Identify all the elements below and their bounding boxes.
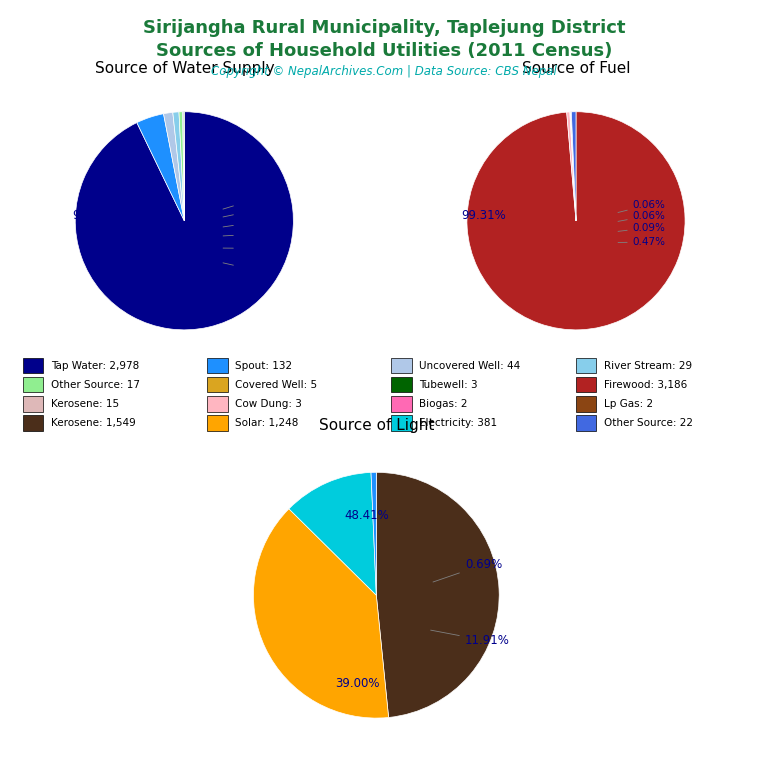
- Wedge shape: [571, 112, 576, 221]
- Text: Electricity: 381: Electricity: 381: [419, 418, 498, 429]
- Text: Copyright © NepalArchives.Com | Data Source: CBS Nepal: Copyright © NepalArchives.Com | Data Sou…: [211, 65, 557, 78]
- FancyBboxPatch shape: [23, 396, 43, 412]
- FancyBboxPatch shape: [207, 377, 227, 392]
- Text: 1.37%: 1.37%: [223, 243, 272, 253]
- FancyBboxPatch shape: [576, 377, 596, 392]
- Text: 0.06%: 0.06%: [618, 200, 666, 213]
- FancyBboxPatch shape: [207, 396, 227, 412]
- FancyBboxPatch shape: [576, 396, 596, 412]
- Text: 0.90%: 0.90%: [223, 229, 272, 239]
- Text: Other Source: 17: Other Source: 17: [51, 379, 140, 390]
- FancyBboxPatch shape: [23, 415, 43, 431]
- Text: 4.11%: 4.11%: [223, 263, 272, 275]
- Text: 92.83%: 92.83%: [73, 209, 118, 222]
- Text: 0.09%: 0.09%: [618, 223, 666, 233]
- Text: Lp Gas: 2: Lp Gas: 2: [604, 399, 653, 409]
- Text: 0.47%: 0.47%: [618, 237, 666, 247]
- FancyBboxPatch shape: [392, 377, 412, 392]
- Text: Tubewell: 3: Tubewell: 3: [419, 379, 478, 390]
- Text: Uncovered Well: 44: Uncovered Well: 44: [419, 360, 521, 371]
- Text: 39.00%: 39.00%: [336, 677, 380, 690]
- FancyBboxPatch shape: [392, 415, 412, 431]
- Title: Source of Fuel: Source of Fuel: [521, 61, 631, 76]
- Wedge shape: [164, 112, 184, 221]
- FancyBboxPatch shape: [207, 415, 227, 431]
- Text: Kerosene: 15: Kerosene: 15: [51, 399, 119, 409]
- Wedge shape: [137, 114, 184, 221]
- Wedge shape: [253, 509, 389, 718]
- Text: Cow Dung: 3: Cow Dung: 3: [235, 399, 302, 409]
- Text: 48.41%: 48.41%: [344, 509, 389, 521]
- Wedge shape: [173, 112, 184, 221]
- Text: Biogas: 2: Biogas: 2: [419, 399, 468, 409]
- Wedge shape: [467, 111, 685, 329]
- FancyBboxPatch shape: [23, 377, 43, 392]
- Text: Kerosene: 1,549: Kerosene: 1,549: [51, 418, 135, 429]
- Text: 99.31%: 99.31%: [461, 209, 505, 222]
- Wedge shape: [179, 112, 184, 221]
- Text: 0.16%: 0.16%: [223, 205, 272, 217]
- Wedge shape: [567, 112, 576, 221]
- FancyBboxPatch shape: [392, 396, 412, 412]
- FancyBboxPatch shape: [23, 358, 43, 373]
- FancyBboxPatch shape: [576, 358, 596, 373]
- Text: 0.53%: 0.53%: [223, 217, 272, 227]
- FancyBboxPatch shape: [392, 358, 412, 373]
- Text: Sources of Household Utilities (2011 Census): Sources of Household Utilities (2011 Cen…: [156, 42, 612, 60]
- Text: Firewood: 3,186: Firewood: 3,186: [604, 379, 687, 390]
- Text: River Stream: 29: River Stream: 29: [604, 360, 692, 371]
- Text: 11.91%: 11.91%: [431, 630, 510, 647]
- Wedge shape: [571, 111, 576, 221]
- Title: Source of Water Supply: Source of Water Supply: [94, 61, 274, 76]
- Text: Sirijangha Rural Municipality, Taplejung District: Sirijangha Rural Municipality, Taplejung…: [143, 19, 625, 37]
- Wedge shape: [376, 472, 499, 717]
- Wedge shape: [371, 472, 376, 595]
- Text: Spout: 132: Spout: 132: [235, 360, 292, 371]
- Text: Other Source: 22: Other Source: 22: [604, 418, 693, 429]
- Text: 0.69%: 0.69%: [433, 558, 502, 582]
- Wedge shape: [289, 472, 376, 595]
- Title: Source of Light: Source of Light: [319, 419, 434, 433]
- Wedge shape: [75, 111, 293, 329]
- Text: 0.09%: 0.09%: [223, 194, 272, 209]
- Text: 0.06%: 0.06%: [618, 210, 666, 221]
- Text: Solar: 1,248: Solar: 1,248: [235, 418, 299, 429]
- FancyBboxPatch shape: [207, 358, 227, 373]
- Text: Tap Water: 2,978: Tap Water: 2,978: [51, 360, 139, 371]
- Text: Covered Well: 5: Covered Well: 5: [235, 379, 317, 390]
- Wedge shape: [570, 112, 576, 221]
- Wedge shape: [183, 112, 184, 221]
- FancyBboxPatch shape: [576, 415, 596, 431]
- Wedge shape: [571, 112, 576, 221]
